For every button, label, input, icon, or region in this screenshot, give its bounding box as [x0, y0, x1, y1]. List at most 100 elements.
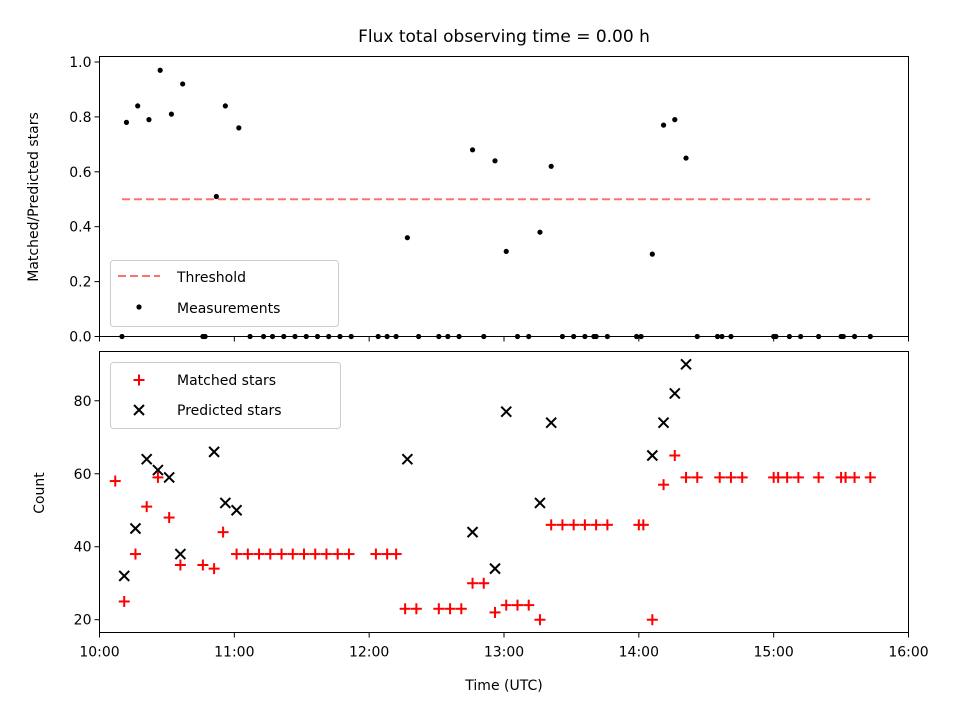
top-y-tick-label: 0.0 [69, 330, 91, 346]
matched-stars-point [399, 603, 411, 615]
matched-stars-point [197, 559, 209, 571]
top-legend: Threshold Measurements [110, 260, 339, 327]
matched-stars-point [253, 548, 265, 560]
bottom-y-tick-label: 80 [74, 394, 92, 410]
predicted-stars-point [174, 548, 187, 560]
predicted-stars-point [534, 497, 546, 509]
matched-stars-point [601, 519, 613, 531]
matched-stars-point [287, 548, 299, 560]
measurement-point [135, 103, 141, 109]
matched-stars-point [781, 471, 793, 483]
matched-stars-point [864, 471, 876, 483]
legend-matched-swatch [133, 374, 145, 386]
matched-stars-point [217, 526, 229, 538]
matched-stars-point [478, 577, 490, 589]
measurement-point [157, 67, 163, 73]
bottom-y-tick-label: 40 [74, 540, 92, 556]
matched-stars-point [579, 519, 591, 531]
matched-stars-point [343, 548, 355, 560]
chart-title: Flux total observing time = 0.00 h [358, 27, 650, 47]
matched-stars-point [141, 501, 153, 513]
top-y-tick-label: 0.4 [69, 220, 91, 236]
matched-stars-point [455, 603, 467, 615]
x-tick-label: 12:00 [349, 645, 389, 661]
x-axis-label: Time (UTC) [464, 678, 542, 694]
measurement-point [146, 117, 152, 123]
predicted-stars-point [219, 497, 232, 509]
measurement-point [537, 229, 543, 235]
predicted-stars-point [152, 464, 164, 476]
predicted-stars-point [129, 522, 142, 535]
measurement-point [683, 155, 689, 161]
top-y-tick-label: 0.8 [69, 110, 91, 126]
measurement-point [649, 251, 655, 257]
matched-stars-point [320, 548, 332, 560]
measurement-point [404, 235, 410, 241]
predicted-stars-point [208, 446, 220, 458]
matched-stars-point [309, 548, 321, 560]
matched-stars-point [500, 599, 512, 611]
matched-stars-point [298, 548, 310, 560]
matched-stars-point [714, 471, 726, 483]
x-tick-label: 10:00 [79, 645, 119, 661]
bottom-legend: Matched stars Predicted stars [110, 362, 341, 429]
matched-stars-point [467, 577, 479, 589]
top-y-ticks: 0.0 0.2 0.4 0.6 0.8 1.0 [69, 55, 100, 346]
matched-stars-point [410, 603, 422, 615]
matched-stars-point [568, 519, 580, 531]
matched-stars-point [264, 548, 276, 560]
top-x-ticks [99, 336, 909, 342]
measurement-point [236, 125, 242, 131]
predicted-stars-point [545, 416, 557, 429]
predicted-stars-point [401, 453, 414, 465]
bottom-y-axis-label: Count [32, 472, 48, 514]
predicted-stars-point [489, 562, 501, 575]
matched-stars-point [231, 548, 243, 560]
x-tick-label: 14:00 [619, 645, 659, 661]
measurement-point [213, 193, 219, 200]
measurement-point [672, 117, 678, 123]
matched-stars-point [534, 614, 546, 626]
matched-stars-point [545, 519, 557, 531]
top-y-tick-label: 0.2 [69, 275, 91, 291]
bottom-y-tick-label: 60 [74, 467, 92, 483]
x-tick-label: 16:00 [888, 645, 928, 661]
predicted-stars-point [669, 387, 681, 400]
matched-stars-point [736, 471, 748, 483]
top-y-tick-label: 1.0 [69, 55, 91, 71]
predicted-stars-point [646, 449, 659, 462]
measurement-point [180, 81, 186, 87]
legend-predicted-swatch [133, 404, 145, 416]
legend-matched-label: Matched stars [177, 373, 276, 389]
bottom-legend-box [110, 362, 341, 429]
measurement-point [548, 163, 554, 169]
matched-stars-point [370, 548, 382, 560]
x-tick-label: 15:00 [753, 645, 793, 661]
top-y-tick-label: 0.6 [69, 165, 91, 181]
measurement-point [469, 147, 476, 153]
matched-stars-point [242, 548, 254, 560]
matched-stars-point [129, 548, 141, 560]
predicted-stars-point [163, 471, 175, 484]
legend-threshold-label: Threshold [176, 270, 246, 286]
matched-stars-point [691, 471, 703, 483]
matched-stars-point [390, 548, 402, 560]
measurement-point [503, 248, 509, 255]
matched-stars-point [276, 548, 288, 560]
matched-stars-point [669, 450, 681, 462]
matched-stars-point [523, 599, 535, 611]
matched-stars-point [849, 471, 861, 483]
x-tick-label: 13:00 [484, 645, 524, 661]
matched-stars-point [174, 559, 186, 571]
legend-measurements-swatch [136, 304, 142, 310]
predicted-stars-point [118, 570, 130, 582]
matched-stars-point [725, 471, 737, 483]
top-legend-box [110, 260, 339, 327]
matched-stars-point [813, 471, 825, 483]
matched-stars-point [658, 479, 670, 491]
measurement-point [168, 111, 175, 117]
predicted-stars-point [680, 358, 692, 370]
matched-stars-point [109, 475, 121, 487]
matched-stars-point [680, 471, 692, 483]
